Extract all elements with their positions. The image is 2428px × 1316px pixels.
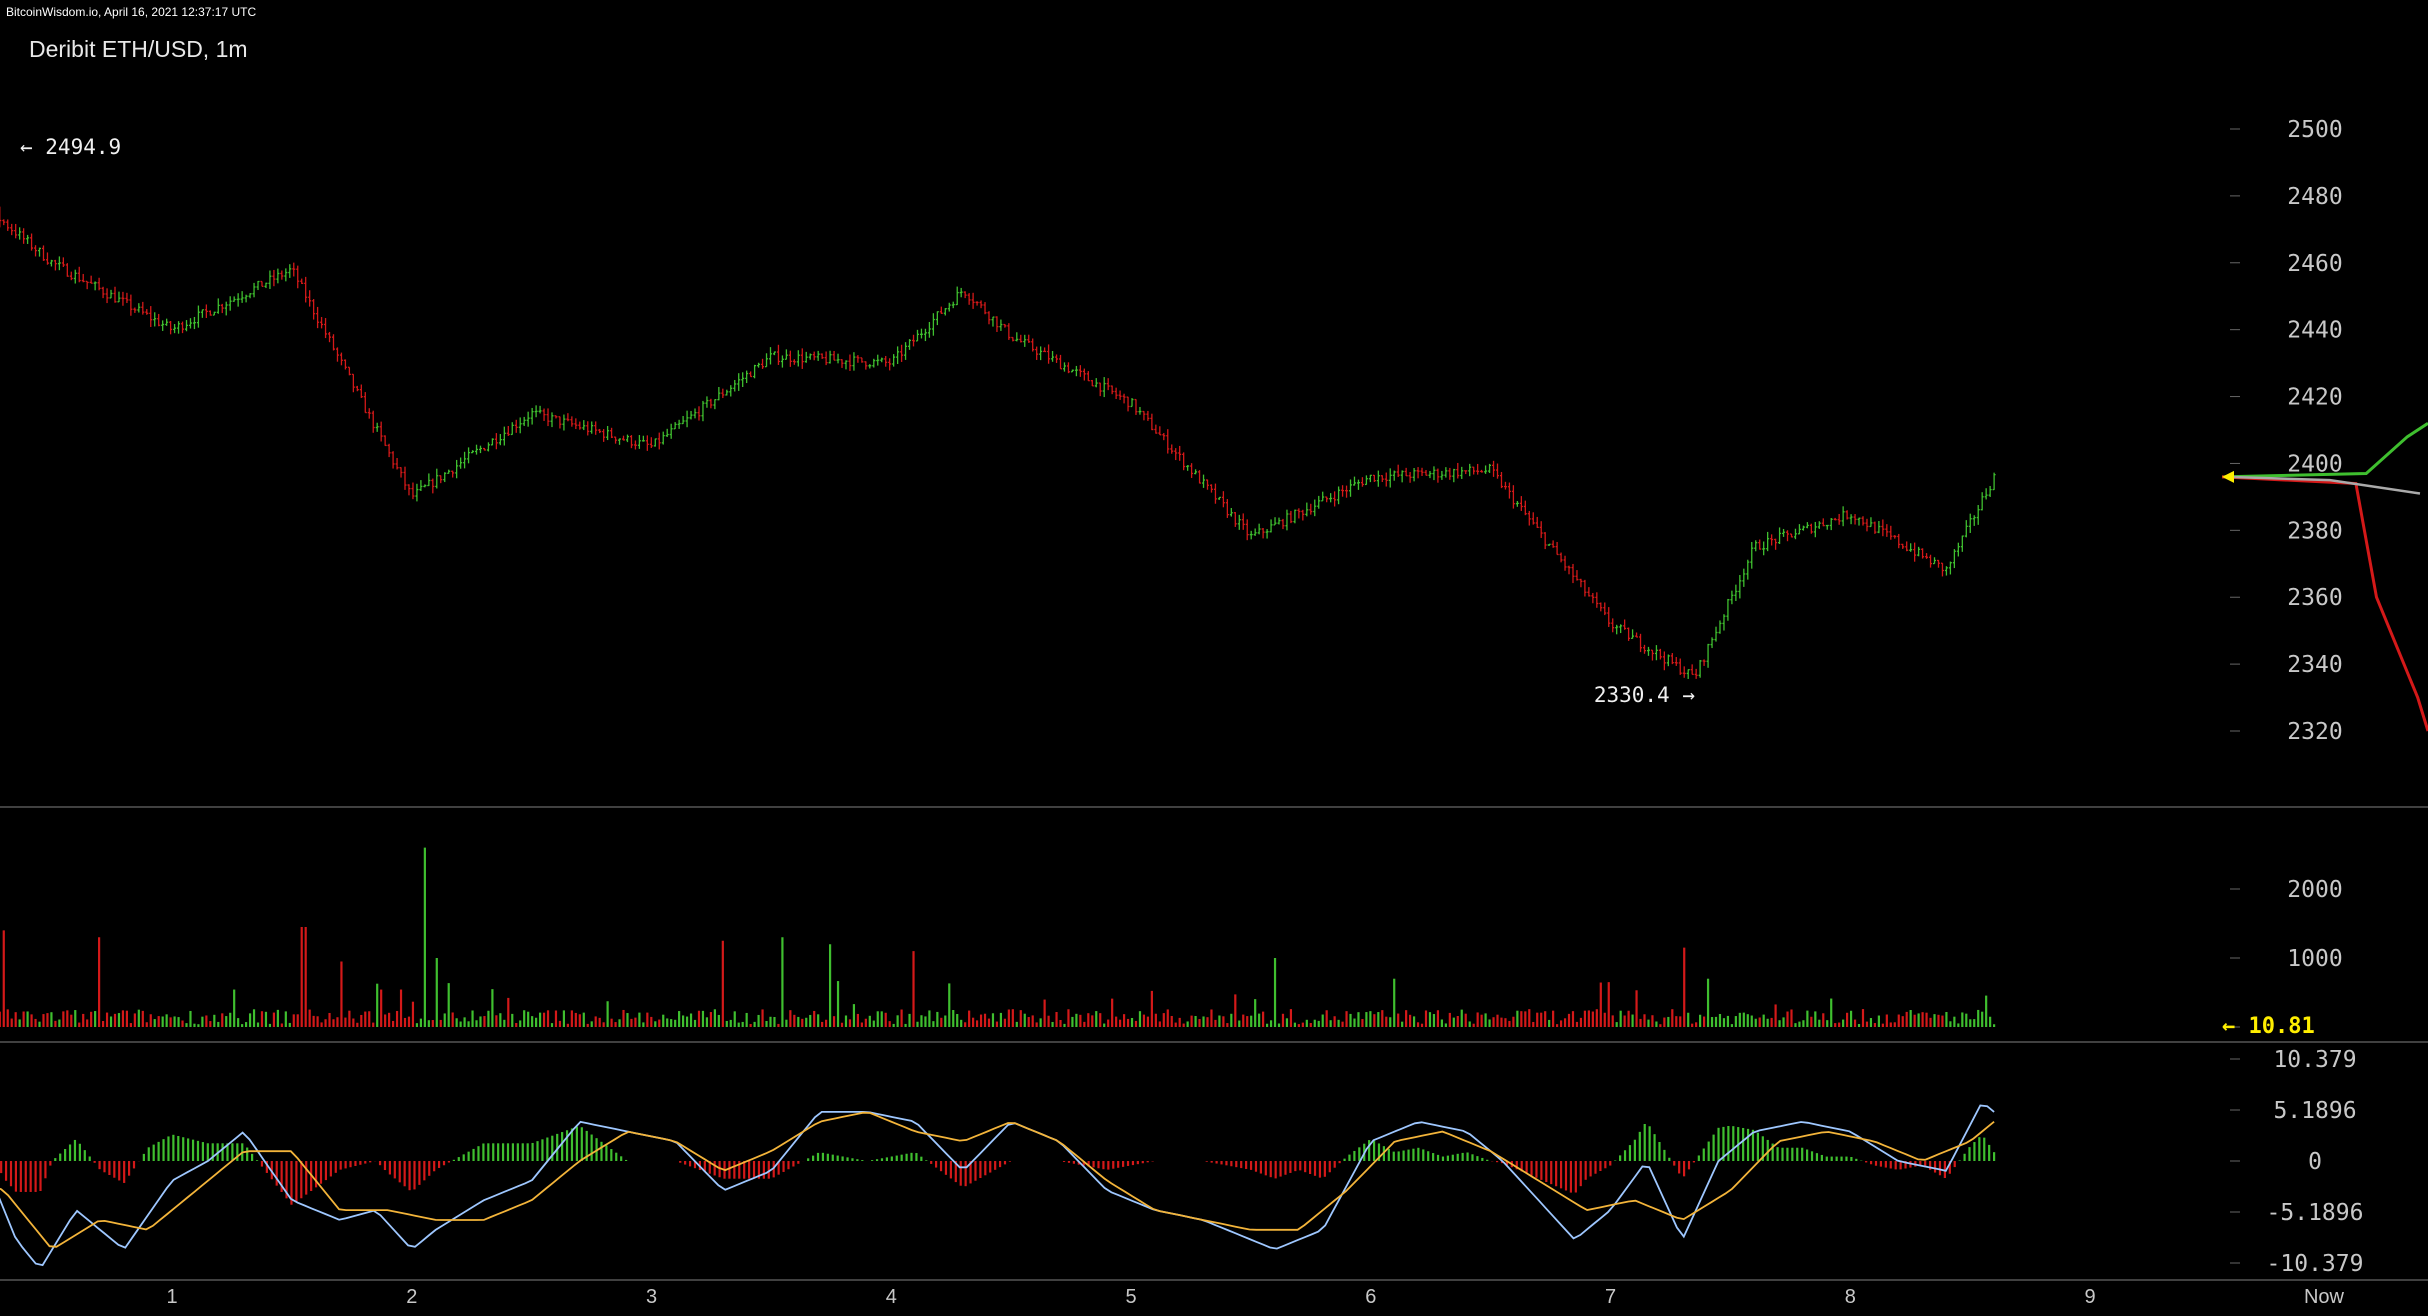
- time-tick-label: 8: [1845, 1286, 1856, 1308]
- macd-axis: 10.379 5.1896 0 -5.1896 -10.379: [2230, 1047, 2363, 1277]
- price-tick-label: 2420: [2287, 385, 2342, 411]
- high-price-label: ← 2494.9: [20, 135, 121, 159]
- volume-tick-label: 2000: [2287, 877, 2342, 903]
- time-tick-label: Now: [2304, 1286, 2345, 1308]
- low-price-label: 2330.4 →: [1594, 683, 1695, 707]
- volume-axis: 2000 1000 ← 10.81: [2222, 877, 2343, 1039]
- price-tick-label: 2380: [2287, 518, 2342, 544]
- macd-tick-label: -5.1896: [2267, 1200, 2364, 1226]
- depth-bids-line: [2221, 422, 2428, 479]
- time-tick-label: 9: [2084, 1286, 2095, 1308]
- depth-asks-line: [2221, 475, 2428, 732]
- time-tick-label: 3: [646, 1286, 657, 1308]
- macd-tick-label: 10.379: [2273, 1047, 2356, 1073]
- price-tick-label: 2360: [2287, 585, 2342, 611]
- time-tick-label: 4: [886, 1286, 897, 1308]
- candlestick-series: [0, 206, 1996, 679]
- macd-histogram: [0, 1123, 1996, 1205]
- signal-line: [0, 1111, 1995, 1248]
- price-tick-label: 2440: [2287, 318, 2342, 344]
- time-axis: 1 2 3 4 5 6 7 8 9 Now: [166, 1286, 2344, 1308]
- price-tick-label: 2460: [2287, 251, 2342, 277]
- macd-tick-label: 0: [2308, 1149, 2322, 1175]
- macd-tick-label: -10.379: [2267, 1251, 2364, 1277]
- last-volume-label: ← 10.81: [2222, 1014, 2315, 1039]
- macd-tick-label: 5.1896: [2273, 1098, 2356, 1124]
- time-tick-label: 7: [1605, 1286, 1616, 1308]
- macd-line: [0, 1104, 1995, 1267]
- price-tick-label: 2500: [2287, 117, 2342, 143]
- time-tick-label: 2: [406, 1286, 417, 1308]
- time-tick-label: 6: [1365, 1286, 1376, 1308]
- macd-lines: [0, 1104, 1995, 1267]
- volume-tick-label: 1000: [2287, 946, 2342, 972]
- source-timestamp: BitcoinWisdom.io, April 16, 2021 12:37:1…: [6, 5, 257, 19]
- time-tick-label: 5: [1125, 1286, 1136, 1308]
- price-tick-label: 2320: [2287, 719, 2342, 745]
- depth-curve: [2221, 422, 2428, 732]
- price-extremes: ← 2494.9 2330.4 →: [20, 135, 1695, 707]
- last-price-marker: [2222, 470, 2234, 483]
- chart-title: Deribit ETH/USD, 1m: [29, 36, 248, 62]
- chart-frame: [0, 24, 2428, 1316]
- price-tick-label: 2340: [2287, 652, 2342, 678]
- time-tick-label: 1: [166, 1286, 177, 1308]
- source-timestamp-bar: BitcoinWisdom.io, April 16, 2021 12:37:1…: [0, 0, 2428, 24]
- volume-bars: [0, 847, 1996, 1027]
- price-tick-label: 2480: [2287, 184, 2342, 210]
- depth-mid-line: [2227, 475, 2421, 495]
